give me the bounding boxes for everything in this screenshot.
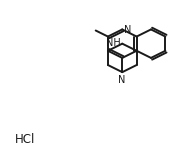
Text: N: N: [118, 75, 125, 85]
Text: NH: NH: [106, 38, 120, 48]
Text: HCl: HCl: [15, 133, 35, 146]
Text: N: N: [124, 25, 131, 35]
